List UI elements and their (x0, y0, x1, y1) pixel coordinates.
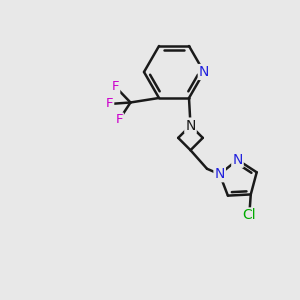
Text: F: F (106, 98, 113, 110)
Text: F: F (112, 80, 119, 93)
Text: N: N (199, 65, 209, 79)
Text: N: N (232, 153, 243, 167)
Text: N: N (214, 167, 225, 181)
Text: N: N (185, 118, 196, 133)
Text: Cl: Cl (242, 208, 256, 222)
Text: F: F (115, 113, 123, 126)
